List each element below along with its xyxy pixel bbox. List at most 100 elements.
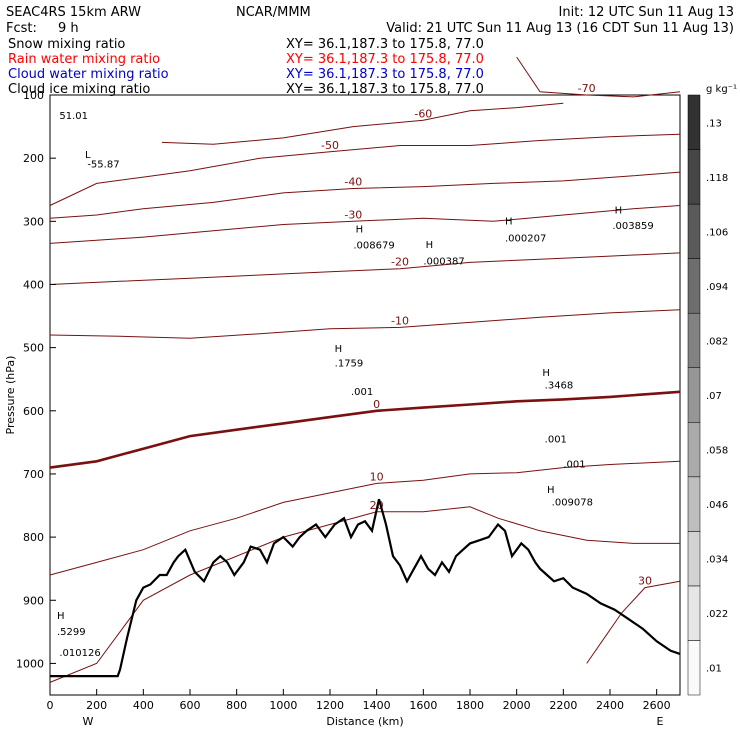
y-tick-label: 1000 [16,657,44,670]
field-cloud-water-xy: XY= 36.1,187.3 to 175.8, 77.0 [286,67,484,82]
fcst-label: Fcst: [6,21,37,36]
colorbar-swatch [687,312,701,368]
extrema-label: .3468 [545,381,574,392]
y-tick-label: 400 [23,278,44,291]
model-title: SEAC4RS 15km ARW [6,5,141,20]
isotherm-line [49,205,681,244]
y-axis-title: Pressure (hPa) [4,356,17,435]
x-tick-label: 2400 [596,699,624,712]
y-tick-label: 700 [23,468,44,481]
isotherm-line [49,506,680,683]
x-tick-label: 1200 [316,699,344,712]
colorbar-swatch [687,531,701,587]
colorbar-label: .118 [706,173,728,184]
colorbar-label: .046 [706,500,728,511]
colorbar-swatch [687,640,701,696]
isotherm-line [49,309,681,339]
extrema-label: .001 [545,434,567,445]
x-tick-label: 2000 [503,699,531,712]
extrema-label: H [547,485,555,496]
center-title: NCAR/MMM [236,5,311,20]
isotherm-label: 0 [373,398,380,411]
isotherm-line [49,460,681,576]
extrema-label: .1759 [335,359,364,370]
extrema-label: .009078 [552,498,593,509]
extrema-label: H [505,216,513,227]
isotherm-line [49,390,681,469]
isotherm-label: 10 [370,470,384,483]
y-tick-label: 300 [23,215,44,228]
colorbar-swatch [687,94,701,150]
isotherm-label: -20 [391,256,409,269]
isotherm-line [586,580,681,664]
y-tick-label: 100 [23,89,44,102]
extrema-label: .5299 [57,627,86,638]
y-tick-label: 600 [23,405,44,418]
isotherm-line [49,171,681,219]
extrema-label: .001 [563,460,585,471]
field-cloud-ice-label: Cloud ice mixing ratio [8,82,150,97]
isotherm-label: -30 [344,208,362,221]
isotherm-line [516,56,681,98]
y-tick-label: 900 [23,594,44,607]
y-tick-label: 500 [23,342,44,355]
colorbar-swatch [687,149,701,205]
field-snow-xy: XY= 36.1,187.3 to 175.8, 77.0 [286,37,484,52]
isotherm-line [49,252,681,285]
colorbar-swatch [687,422,701,478]
x-tick-label: 400 [133,699,154,712]
field-snow-label: Snow mixing ratio [8,37,125,52]
colorbar-label: .01 [706,664,722,675]
axis-layer: 0 200 400 600 800 1000 1200 1400 1600 1800 2000 220… [16,89,671,712]
field-cloud-water-label: Cloud water mixing ratio [8,67,169,82]
extrema-label: .008679 [353,240,394,251]
terrain-line [50,498,681,678]
x-axis-title: Distance (km) [326,715,403,728]
isotherm-label: -50 [321,139,339,152]
extrema-label: H [615,206,623,217]
extrema-label: .000387 [423,256,464,267]
colorbar-label: .07 [706,391,722,402]
x-tick-label: 1400 [363,699,391,712]
colorbar-swatch [687,258,701,314]
x-tick-label: 1600 [409,699,437,712]
colorbar-label: .094 [706,282,728,293]
colorbar-label: .082 [706,336,728,347]
colorbar-label: .034 [706,555,728,566]
colorbar-label: .058 [706,446,728,457]
x-tick-label: 600 [180,699,201,712]
colorbar-unit: g kg⁻¹ [706,84,737,95]
colorbar-swatch [687,476,701,532]
x-tick-label: 800 [226,699,247,712]
isotherm-label: -60 [414,107,432,120]
isotherm-label: -70 [578,82,596,95]
field-rain-label: Rain water mixing ratio [8,52,160,67]
extrema-label: 51.01 [59,111,88,122]
x-tick-label: 200 [86,699,107,712]
plot-layer: -70-60-50-40-30-20-100102030L-55.8751.01… [49,56,681,683]
field-rain-xy: XY= 36.1,187.3 to 175.8, 77.0 [286,52,484,67]
isotherm-line [161,102,564,145]
colorbar-swatch [687,203,701,259]
extrema-label: .001 [351,387,373,398]
extrema-label: H [356,225,364,236]
init-time: Init: 12 UTC Sun 11 Aug 13 [559,5,734,20]
colorbar-swatch [687,367,701,423]
extrema-label: H [542,368,550,379]
extrema-label: L [85,150,91,161]
extrema-label: .003859 [612,221,653,232]
colorbar-label: .106 [706,227,728,238]
extrema-label: -55.87 [87,160,119,171]
x-tick-label: 1000 [269,699,297,712]
colorbar: .01 .022 .034 .046 .058 .07 .082 .094 .106 .118 .1… [687,94,728,696]
x-tick-label: 1800 [456,699,484,712]
colorbar-label: .13 [706,118,722,129]
fcst-value: 9 h [58,21,79,36]
y-tick-label: 800 [23,531,44,544]
colorbar-swatch [687,585,701,641]
valid-time: Valid: 21 UTC Sun 11 Aug 13 (16 CDT Sun … [386,21,734,36]
x-end-label-west: W [83,715,94,728]
x-tick-label: 2600 [643,699,671,712]
x-tick-label: 0 [47,699,54,712]
